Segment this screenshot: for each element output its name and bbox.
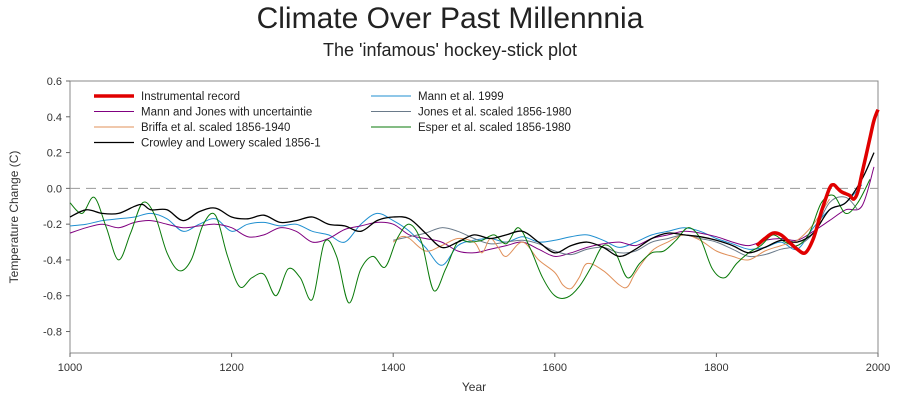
x-tick-label: 1200: [219, 362, 243, 374]
y-tick-label: -0.4: [43, 255, 62, 267]
series-line-esper-et-al-scaled-1856-1980: [69, 179, 871, 304]
x-tick-label: 2000: [866, 362, 890, 374]
legend-label: Mann and Jones with uncertaintie: [141, 107, 312, 119]
legend-label: Briffa et al. scaled 1856-1940: [141, 122, 290, 134]
x-tick-label: 1000: [58, 362, 82, 374]
y-axis: 0.6 0.4 0.2 0.0 -0.2 -0.4 -0.6 -0.8: [43, 76, 70, 339]
chart-title: Climate Over Past Millennnia: [256, 2, 644, 35]
x-tick-label: 1400: [381, 362, 405, 374]
series-line-instrumental-record: [755, 108, 880, 255]
y-tick-label: 0.4: [47, 112, 62, 124]
series-line-mann-et-al-1999: [69, 184, 863, 266]
legend-label: Jones et al. scaled 1856-1980: [418, 107, 571, 119]
x-tick-label: 1600: [543, 362, 567, 374]
y-tick-label: 0.0: [47, 183, 62, 195]
y-tick-label: -0.2: [43, 219, 62, 231]
x-tick-label: 1800: [704, 362, 728, 374]
y-tick-label: 0.6: [47, 76, 62, 88]
legend: Instrumental record Mann and Jones with u…: [94, 91, 571, 150]
legend-label: Crowley and Lowery scaled 1856-1: [141, 138, 321, 150]
series-line-jones-et-al-scaled-1856-1980: [393, 196, 859, 258]
y-tick-label: -0.6: [43, 291, 62, 303]
legend-label: Mann et al. 1999: [418, 91, 504, 103]
series-line-crowley-and-lowery-scaled-1856-1: [69, 152, 875, 258]
legend-label: Esper et al. scaled 1856-1980: [418, 122, 571, 134]
chart-subtitle: The 'infamous' hockey-stick plot: [323, 40, 577, 60]
x-axis: 1000 1200 1400 1600 1800 2000: [58, 353, 890, 374]
plot-area: [69, 80, 879, 354]
y-axis-label: Temperature Change (C): [7, 151, 21, 284]
y-tick-label: -0.8: [43, 327, 62, 339]
y-tick-label: 0.2: [47, 148, 62, 160]
series-group: [69, 108, 880, 304]
series-line-mann-and-jones-with-uncertaintie: [69, 166, 875, 257]
legend-label: Instrumental record: [141, 91, 240, 103]
x-axis-label: Year: [462, 380, 486, 394]
